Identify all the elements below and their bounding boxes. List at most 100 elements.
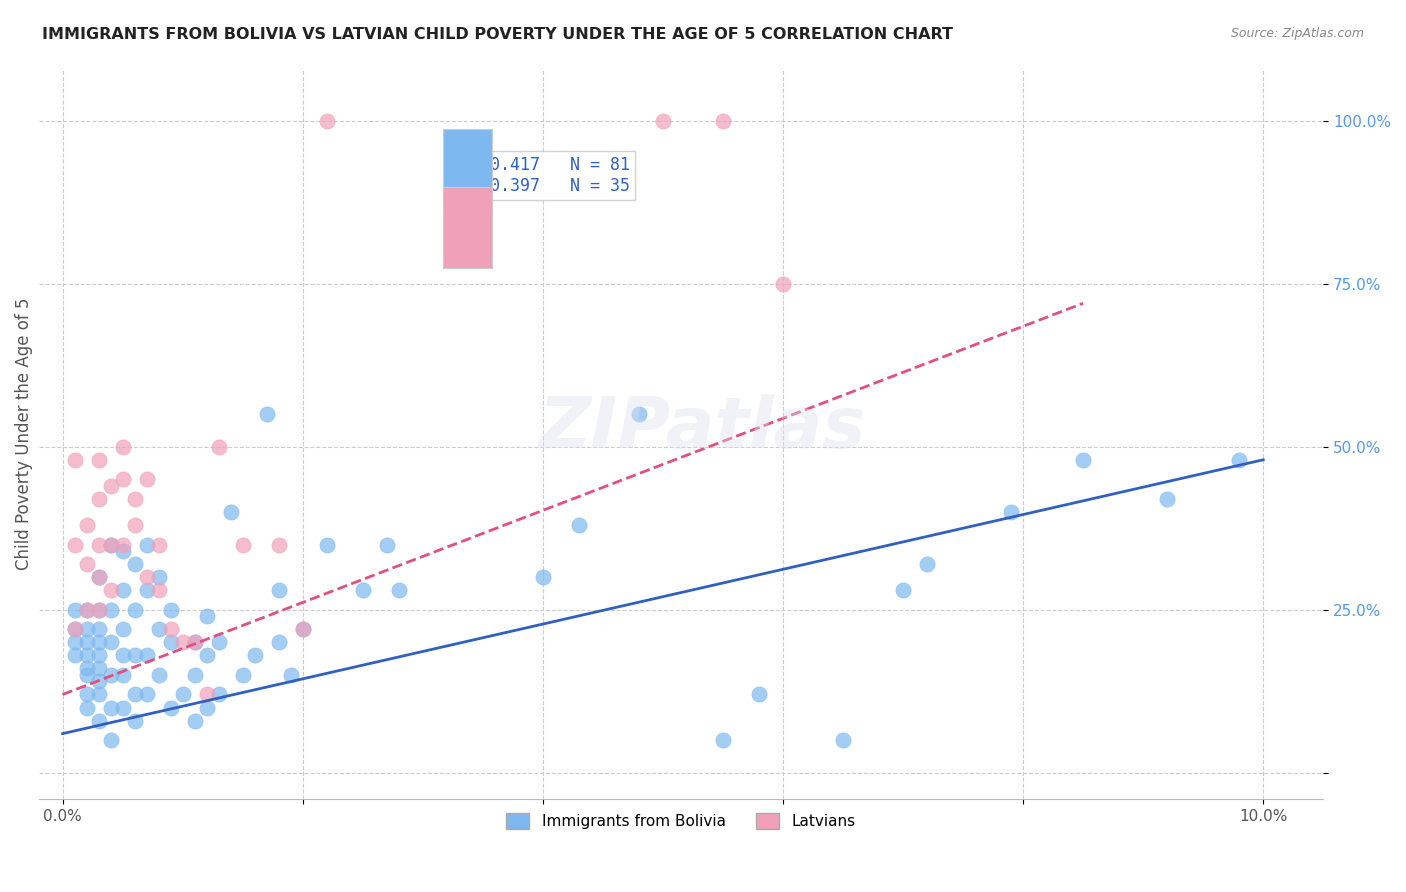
Immigrants from Bolivia <box>100 668 122 682</box>
Latvians <box>76 603 98 617</box>
Immigrants from Bolivia <box>135 648 157 663</box>
Text: ZIPatlas: ZIPatlas <box>540 393 866 463</box>
Immigrants from Bolivia <box>111 622 134 636</box>
Y-axis label: Child Poverty Under the Age of 5: Child Poverty Under the Age of 5 <box>15 297 32 570</box>
Immigrants from Bolivia <box>267 583 290 598</box>
Immigrants from Bolivia <box>111 700 134 714</box>
Immigrants from Bolivia <box>111 544 134 558</box>
Immigrants from Bolivia <box>148 570 170 584</box>
Immigrants from Bolivia <box>100 537 122 551</box>
Immigrants from Bolivia <box>267 635 290 649</box>
Immigrants from Bolivia <box>711 733 734 747</box>
Immigrants from Bolivia <box>375 537 398 551</box>
Latvians <box>87 491 110 506</box>
Immigrants from Bolivia <box>159 635 181 649</box>
Text: Source: ZipAtlas.com: Source: ZipAtlas.com <box>1230 27 1364 40</box>
Immigrants from Bolivia <box>195 648 218 663</box>
Immigrants from Bolivia <box>1000 505 1022 519</box>
Latvians <box>76 518 98 533</box>
Immigrants from Bolivia <box>159 700 181 714</box>
Immigrants from Bolivia <box>124 688 146 702</box>
Latvians <box>76 557 98 571</box>
Text: R = 0.417   N = 81
R = 0.397   N = 35: R = 0.417 N = 81 R = 0.397 N = 35 <box>450 156 630 195</box>
Latvians <box>291 622 314 636</box>
Immigrants from Bolivia <box>315 537 337 551</box>
Latvians <box>135 472 157 486</box>
Text: IMMIGRANTS FROM BOLIVIA VS LATVIAN CHILD POVERTY UNDER THE AGE OF 5 CORRELATION : IMMIGRANTS FROM BOLIVIA VS LATVIAN CHILD… <box>42 27 953 42</box>
Immigrants from Bolivia <box>87 661 110 675</box>
Immigrants from Bolivia <box>76 668 98 682</box>
Immigrants from Bolivia <box>87 603 110 617</box>
Latvians <box>651 113 673 128</box>
Immigrants from Bolivia <box>111 668 134 682</box>
Immigrants from Bolivia <box>531 570 554 584</box>
Immigrants from Bolivia <box>63 603 86 617</box>
Latvians <box>87 570 110 584</box>
Immigrants from Bolivia <box>76 648 98 663</box>
Latvians <box>159 622 181 636</box>
Immigrants from Bolivia <box>1156 491 1178 506</box>
Immigrants from Bolivia <box>208 688 231 702</box>
Immigrants from Bolivia <box>148 622 170 636</box>
Latvians <box>100 537 122 551</box>
Immigrants from Bolivia <box>135 583 157 598</box>
Latvians <box>111 440 134 454</box>
Immigrants from Bolivia <box>76 700 98 714</box>
Latvians <box>63 537 86 551</box>
Immigrants from Bolivia <box>388 583 411 598</box>
Latvians <box>172 635 194 649</box>
Immigrants from Bolivia <box>76 661 98 675</box>
Immigrants from Bolivia <box>87 674 110 689</box>
Immigrants from Bolivia <box>76 688 98 702</box>
Latvians <box>87 452 110 467</box>
Immigrants from Bolivia <box>915 557 938 571</box>
Immigrants from Bolivia <box>172 688 194 702</box>
Immigrants from Bolivia <box>832 733 855 747</box>
Immigrants from Bolivia <box>124 603 146 617</box>
Latvians <box>111 537 134 551</box>
Latvians <box>63 622 86 636</box>
Latvians <box>135 570 157 584</box>
Latvians <box>267 537 290 551</box>
Immigrants from Bolivia <box>124 714 146 728</box>
Immigrants from Bolivia <box>100 603 122 617</box>
Immigrants from Bolivia <box>352 583 374 598</box>
Latvians <box>100 479 122 493</box>
Immigrants from Bolivia <box>87 688 110 702</box>
Latvians <box>195 688 218 702</box>
Immigrants from Bolivia <box>891 583 914 598</box>
Immigrants from Bolivia <box>63 635 86 649</box>
Immigrants from Bolivia <box>76 603 98 617</box>
Immigrants from Bolivia <box>195 700 218 714</box>
Immigrants from Bolivia <box>124 557 146 571</box>
Immigrants from Bolivia <box>124 648 146 663</box>
Immigrants from Bolivia <box>87 648 110 663</box>
Immigrants from Bolivia <box>76 622 98 636</box>
Immigrants from Bolivia <box>183 714 205 728</box>
Immigrants from Bolivia <box>135 688 157 702</box>
Immigrants from Bolivia <box>219 505 242 519</box>
Immigrants from Bolivia <box>291 622 314 636</box>
Legend: Immigrants from Bolivia, Latvians: Immigrants from Bolivia, Latvians <box>501 806 862 835</box>
Immigrants from Bolivia <box>256 407 278 421</box>
Immigrants from Bolivia <box>76 635 98 649</box>
Immigrants from Bolivia <box>183 635 205 649</box>
Immigrants from Bolivia <box>159 603 181 617</box>
Immigrants from Bolivia <box>183 668 205 682</box>
Immigrants from Bolivia <box>87 570 110 584</box>
Latvians <box>232 537 254 551</box>
Immigrants from Bolivia <box>1071 452 1094 467</box>
Latvians <box>87 537 110 551</box>
Immigrants from Bolivia <box>111 583 134 598</box>
Immigrants from Bolivia <box>100 700 122 714</box>
Immigrants from Bolivia <box>195 609 218 624</box>
Latvians <box>124 491 146 506</box>
Latvians <box>711 113 734 128</box>
Immigrants from Bolivia <box>243 648 266 663</box>
Immigrants from Bolivia <box>568 518 591 533</box>
Immigrants from Bolivia <box>87 635 110 649</box>
Latvians <box>208 440 231 454</box>
Immigrants from Bolivia <box>111 648 134 663</box>
Latvians <box>148 537 170 551</box>
Immigrants from Bolivia <box>148 668 170 682</box>
